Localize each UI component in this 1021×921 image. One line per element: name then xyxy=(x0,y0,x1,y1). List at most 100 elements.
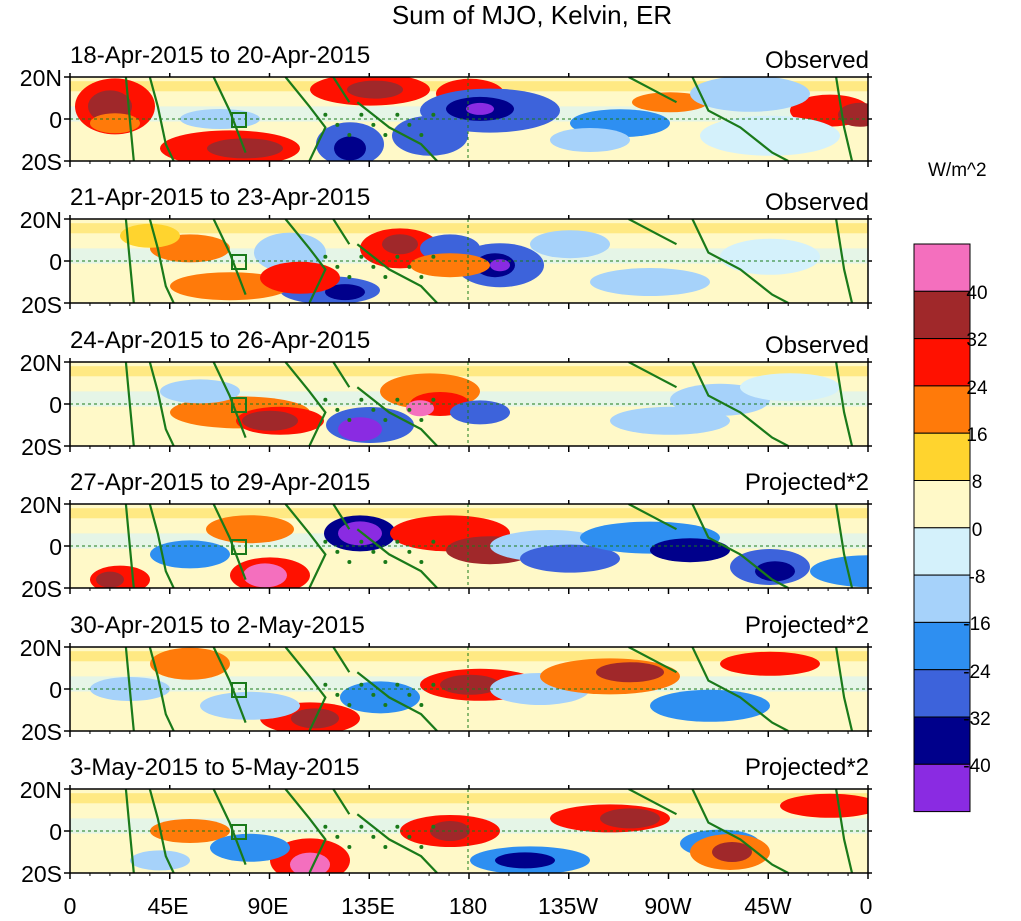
coastline xyxy=(212,219,247,295)
coastline xyxy=(356,813,438,873)
anomaly-contour xyxy=(650,538,730,563)
island xyxy=(407,407,412,412)
reference-box xyxy=(231,824,247,840)
coastline xyxy=(284,77,327,161)
coastline xyxy=(332,789,351,815)
panel-6-date-range: 3-May-2015 to 5-May-2015 xyxy=(70,754,360,781)
coastline xyxy=(332,647,351,673)
coastline xyxy=(691,647,789,731)
lon-label: 45W xyxy=(744,893,792,919)
lat-label: 20S xyxy=(21,861,62,887)
island xyxy=(335,549,340,554)
island xyxy=(359,539,364,544)
lat-label: 0 xyxy=(49,107,62,133)
island xyxy=(323,254,328,259)
island xyxy=(371,122,376,127)
lon-label: 135W xyxy=(538,893,599,919)
anomaly-contour xyxy=(590,268,710,296)
island xyxy=(395,112,400,117)
colorbar-swatch xyxy=(913,669,971,718)
lon-label: 90E xyxy=(247,893,289,919)
panel-1-date-range: 18-Apr-2015 to 20-Apr-2015 xyxy=(70,42,371,69)
panel-3-label: Observed xyxy=(764,332,869,359)
map-panel-4 xyxy=(64,500,872,594)
map-panel-1 xyxy=(64,73,872,167)
panel-1-label: Observed xyxy=(764,47,869,74)
anomaly-contour xyxy=(596,662,664,683)
island xyxy=(371,834,376,839)
island xyxy=(431,539,436,544)
coastline xyxy=(212,789,247,865)
coastline xyxy=(835,77,854,161)
coastline xyxy=(212,504,247,580)
island xyxy=(371,407,376,412)
anomaly-band xyxy=(70,508,868,519)
coastline xyxy=(148,504,175,588)
coastline xyxy=(332,219,351,245)
island xyxy=(335,122,340,127)
coastline xyxy=(284,219,327,303)
coastline xyxy=(332,362,351,388)
island xyxy=(395,824,400,829)
lat-label: 20S xyxy=(21,719,62,745)
panel-5-label: Projected*2 xyxy=(744,612,869,639)
island xyxy=(383,844,388,849)
anomaly-contour xyxy=(242,410,298,431)
coastline xyxy=(148,789,175,873)
island xyxy=(383,559,388,564)
lat-label: 0 xyxy=(49,249,62,275)
colorbar xyxy=(913,243,971,813)
anomaly-contour xyxy=(755,561,795,582)
panel-5-date-range: 30-Apr-2015 to 2-May-2015 xyxy=(70,612,365,639)
lat-label: 20N xyxy=(19,207,62,233)
coastline xyxy=(628,504,678,531)
island xyxy=(347,559,352,564)
island xyxy=(383,702,388,707)
coastline xyxy=(332,504,351,530)
coastline xyxy=(124,219,135,303)
lon-label: 135E xyxy=(341,893,395,919)
anomaly-contour xyxy=(440,674,500,695)
island xyxy=(395,254,400,259)
lat-label: 20N xyxy=(19,492,62,518)
anomaly-contour xyxy=(243,563,287,588)
coastline xyxy=(356,243,438,303)
anomaly-contour xyxy=(160,379,240,404)
anomaly-contour xyxy=(495,852,555,869)
anomaly-contour xyxy=(210,833,290,862)
anomaly-contour xyxy=(466,102,494,115)
colorbar-tick-label: -16 xyxy=(963,614,991,635)
lat-label: 20S xyxy=(21,434,62,460)
coastline xyxy=(356,671,438,731)
lat-label: 20S xyxy=(21,576,62,602)
island xyxy=(383,132,388,137)
coastline xyxy=(284,789,327,873)
panel-6-label: Projected*2 xyxy=(744,754,869,781)
lon-label: 45E xyxy=(147,893,189,919)
coastline xyxy=(124,362,135,446)
island xyxy=(419,702,424,707)
island xyxy=(347,417,352,422)
anomaly-contour xyxy=(690,77,810,112)
lat-label: 20N xyxy=(19,777,62,803)
anomaly-contour xyxy=(740,373,840,402)
island xyxy=(323,539,328,544)
lat-label: 20N xyxy=(19,350,62,376)
reference-box xyxy=(231,112,247,128)
anomaly-contour xyxy=(450,400,510,425)
panel-4-label: Projected*2 xyxy=(744,469,869,496)
colorbar-swatch xyxy=(913,574,971,623)
coastline xyxy=(691,789,789,873)
island xyxy=(347,844,352,849)
coastline xyxy=(691,504,789,588)
coastline xyxy=(124,789,135,873)
coastline xyxy=(628,647,678,674)
reference-box xyxy=(231,254,247,270)
anomaly-contour xyxy=(170,272,290,301)
island xyxy=(395,682,400,687)
anomaly-contour xyxy=(130,850,190,871)
island xyxy=(335,834,340,839)
anomaly-contour xyxy=(490,259,510,272)
island xyxy=(395,397,400,402)
island xyxy=(359,397,364,402)
